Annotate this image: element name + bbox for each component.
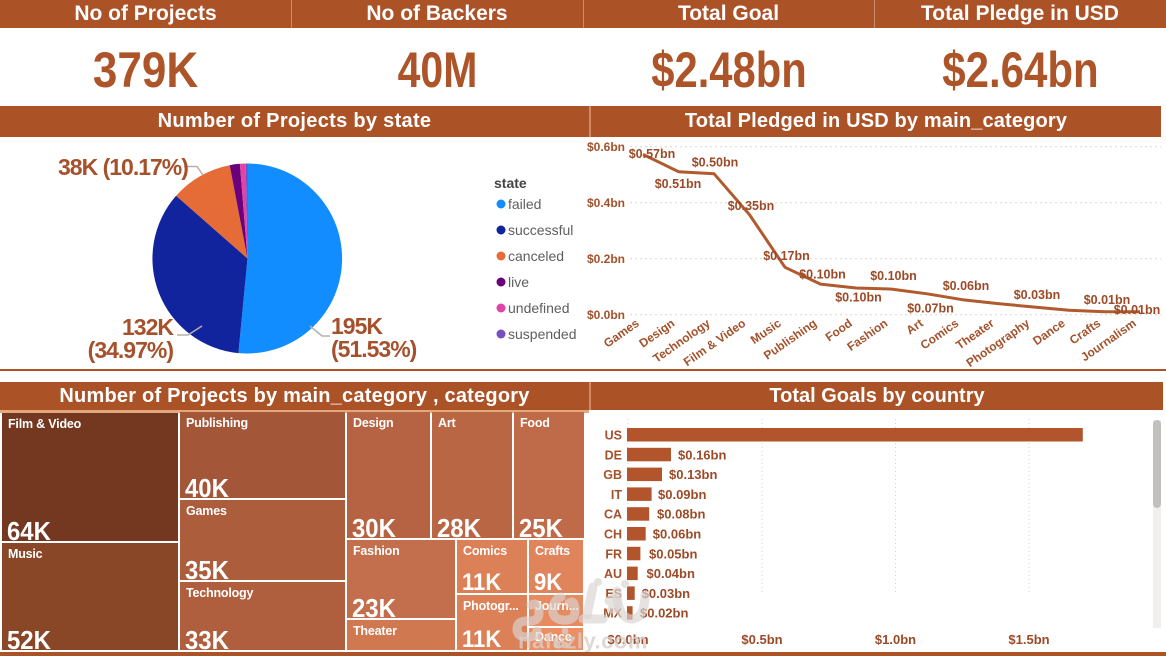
svg-text:$0.03bn: $0.03bn	[1014, 288, 1061, 302]
svg-text:undefined: undefined	[508, 300, 570, 316]
svg-text:$0.10bn: $0.10bn	[870, 269, 917, 283]
svg-text:$0.04bn: $0.04bn	[647, 566, 695, 581]
svg-text:$0.03bn: $0.03bn	[642, 586, 690, 601]
svg-text:GB: GB	[603, 468, 622, 482]
svg-text:$0.2bn: $0.2bn	[587, 252, 625, 266]
svg-text:$0.02bn: $0.02bn	[640, 606, 688, 621]
svg-text:$0.51bn: $0.51bn	[655, 177, 702, 191]
svg-text:$0.06bn: $0.06bn	[943, 279, 990, 293]
svg-text:AU: AU	[604, 567, 622, 581]
svg-text:successful: successful	[508, 222, 573, 238]
svg-text:canceled: canceled	[508, 248, 564, 264]
svg-text:$0.06bn: $0.06bn	[653, 527, 701, 542]
svg-text:$0.0bn: $0.0bn	[607, 632, 648, 647]
svg-text:$0.0bn: $0.0bn	[587, 308, 625, 322]
svg-text:$0.10bn: $0.10bn	[835, 291, 882, 305]
svg-text:$0.01bn: $0.01bn	[1084, 293, 1131, 307]
svg-text:US: US	[605, 429, 622, 443]
svg-text:$0.4bn: $0.4bn	[587, 196, 625, 210]
svg-text:DE: DE	[605, 448, 622, 462]
svg-text:$0.16bn: $0.16bn	[678, 447, 726, 462]
svg-text:Dance: Dance	[1030, 316, 1068, 348]
svg-text:nafezly.com: nafezly.com	[518, 629, 648, 654]
svg-text:Art: Art	[903, 316, 925, 337]
svg-text:$1.5bn: $1.5bn	[1008, 632, 1049, 647]
svg-text:Comics: Comics	[918, 316, 962, 353]
svg-text:CA: CA	[604, 508, 622, 522]
svg-text:$0.05bn: $0.05bn	[649, 546, 697, 561]
svg-text:FR: FR	[605, 547, 622, 561]
svg-text:failed: failed	[508, 196, 541, 212]
svg-text:$0.08bn: $0.08bn	[657, 507, 705, 522]
svg-text:$0.35bn: $0.35bn	[728, 199, 775, 213]
svg-text:suspended: suspended	[508, 326, 577, 342]
svg-text:Fashion: Fashion	[844, 316, 890, 354]
svg-text:$0.5bn: $0.5bn	[741, 632, 782, 647]
svg-text:$0.10bn: $0.10bn	[799, 268, 846, 282]
svg-text:CH: CH	[604, 528, 622, 542]
svg-text:$0.09bn: $0.09bn	[658, 487, 706, 502]
svg-text:$0.50bn: $0.50bn	[692, 156, 739, 170]
svg-text:$0.57bn: $0.57bn	[629, 147, 676, 161]
svg-text:IT: IT	[611, 488, 622, 502]
svg-text:$0.01bn: $0.01bn	[1114, 303, 1161, 317]
svg-text:live: live	[508, 274, 529, 290]
svg-text:Games: Games	[601, 316, 642, 351]
svg-text:$0.13bn: $0.13bn	[669, 467, 717, 482]
svg-text:$0.17bn: $0.17bn	[763, 249, 810, 263]
svg-text:$0.6bn: $0.6bn	[587, 140, 625, 154]
svg-text:$1.0bn: $1.0bn	[875, 632, 916, 647]
svg-text:$0.07bn: $0.07bn	[907, 302, 954, 316]
